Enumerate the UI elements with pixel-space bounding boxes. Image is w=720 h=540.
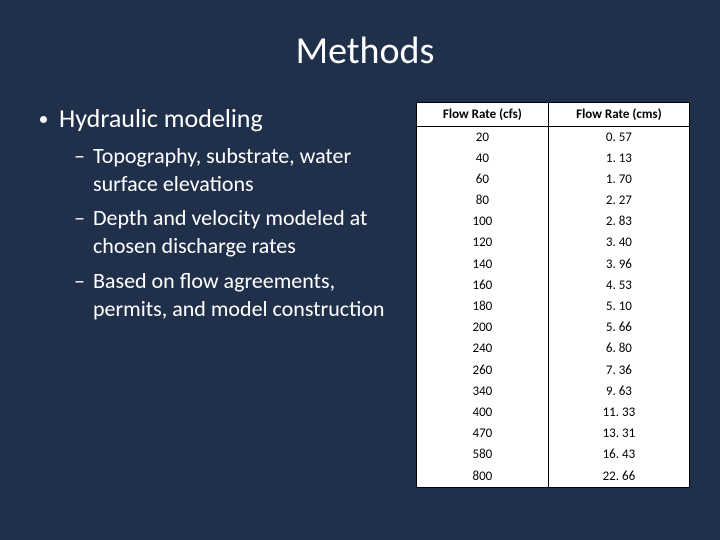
- table-cell: 60: [417, 169, 549, 190]
- table-cell: 5. 10: [548, 297, 689, 318]
- table-cell: 340: [417, 381, 549, 402]
- table-cell: 800: [417, 466, 549, 488]
- table-row: 1805. 10: [417, 297, 690, 318]
- table-header-cell: Flow Rate (cfs): [417, 103, 549, 127]
- dash-icon: –: [74, 142, 85, 170]
- table-cell: 580: [417, 445, 549, 466]
- table-cell: 0. 57: [548, 127, 689, 149]
- table-cell: 11. 33: [548, 402, 689, 423]
- table-cell: 3. 40: [548, 233, 689, 254]
- table-cell: 7. 36: [548, 360, 689, 381]
- table-row: 47013. 31: [417, 424, 690, 445]
- table-row: 802. 27: [417, 191, 690, 212]
- table-cell: 16. 43: [548, 445, 689, 466]
- table-cell: 100: [417, 212, 549, 233]
- table-cell: 200: [417, 318, 549, 339]
- table-cell: 120: [417, 233, 549, 254]
- table-row: 3409. 63: [417, 381, 690, 402]
- table-row: 1203. 40: [417, 233, 690, 254]
- table-row: 58016. 43: [417, 445, 690, 466]
- table-cell: 80: [417, 191, 549, 212]
- table-cell: 400: [417, 402, 549, 423]
- content-row: Hydraulic modeling – Topography, substra…: [40, 102, 690, 488]
- bullet-level-2: – Depth and velocity modeled at chosen d…: [74, 204, 398, 260]
- table-cell: 3. 96: [548, 254, 689, 275]
- table-body: 200. 57401. 13601. 70802. 271002. 831203…: [417, 127, 690, 488]
- bullet-level-2: – Topography, substrate, water surface e…: [74, 142, 398, 198]
- bullet-dot-icon: [40, 116, 47, 123]
- table-row: 40011. 33: [417, 402, 690, 423]
- sub-bullet-text: Depth and velocity modeled at chosen dis…: [93, 204, 398, 260]
- table-row: 80022. 66: [417, 466, 690, 488]
- table-row: 200. 57: [417, 127, 690, 149]
- table-cell: 140: [417, 254, 549, 275]
- table-cell: 180: [417, 297, 549, 318]
- table-cell: 2. 27: [548, 191, 689, 212]
- table-cell: 22. 66: [548, 466, 689, 488]
- table-cell: 1. 13: [548, 148, 689, 169]
- table-row: 1403. 96: [417, 254, 690, 275]
- slide: Methods Hydraulic modeling – Topography,…: [0, 0, 720, 540]
- bullet-level-2: – Based on flow agreements, permits, and…: [74, 267, 398, 323]
- table-row: 2406. 80: [417, 339, 690, 360]
- table-cell: 470: [417, 424, 549, 445]
- table-row: 401. 13: [417, 148, 690, 169]
- table-header-row: Flow Rate (cfs) Flow Rate (cms): [417, 103, 690, 127]
- table-cell: 9. 63: [548, 381, 689, 402]
- table-cell: 160: [417, 275, 549, 296]
- dash-icon: –: [74, 204, 85, 232]
- flow-rate-table: Flow Rate (cfs) Flow Rate (cms) 200. 574…: [416, 102, 690, 488]
- dash-icon: –: [74, 267, 85, 295]
- table-cell: 240: [417, 339, 549, 360]
- text-column: Hydraulic modeling – Topography, substra…: [40, 102, 398, 488]
- sub-bullet-list: – Topography, substrate, water surface e…: [74, 142, 398, 323]
- sub-bullet-text: Topography, substrate, water surface ele…: [93, 142, 398, 198]
- table-cell: 1. 70: [548, 169, 689, 190]
- table-cell: 4. 53: [548, 275, 689, 296]
- table-row: 1002. 83: [417, 212, 690, 233]
- table-cell: 20: [417, 127, 549, 149]
- bullet-main-text: Hydraulic modeling: [59, 102, 263, 134]
- slide-title: Methods: [40, 28, 690, 74]
- table-column: Flow Rate (cfs) Flow Rate (cms) 200. 574…: [416, 102, 690, 488]
- table-row: 2005. 66: [417, 318, 690, 339]
- bullet-level-1: Hydraulic modeling: [40, 102, 398, 134]
- table-row: 601. 70: [417, 169, 690, 190]
- table-cell: 2. 83: [548, 212, 689, 233]
- table-cell: 5. 66: [548, 318, 689, 339]
- table-row: 1604. 53: [417, 275, 690, 296]
- table-cell: 260: [417, 360, 549, 381]
- table-row: 2607. 36: [417, 360, 690, 381]
- table-header-cell: Flow Rate (cms): [548, 103, 689, 127]
- table-cell: 6. 80: [548, 339, 689, 360]
- table-cell: 40: [417, 148, 549, 169]
- sub-bullet-text: Based on flow agreements, permits, and m…: [93, 267, 398, 323]
- table-cell: 13. 31: [548, 424, 689, 445]
